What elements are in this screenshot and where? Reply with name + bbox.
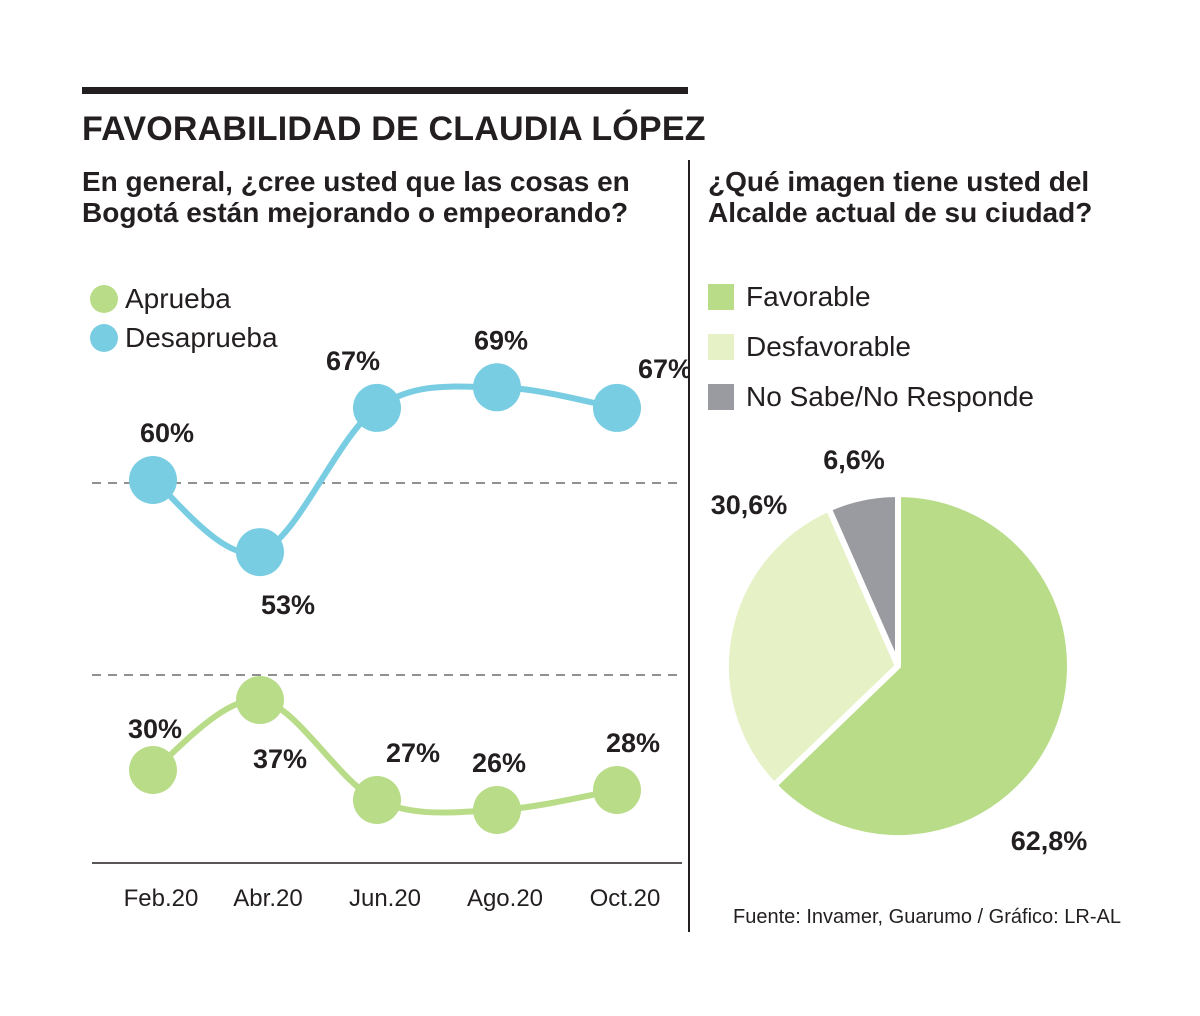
data-point-aprueba-1 [129, 746, 177, 794]
data-label-aprueba-1: 30% [128, 714, 182, 744]
legend-label-desaprueba: Desaprueba [125, 322, 278, 353]
legend-label-aprueba: Aprueba [125, 283, 231, 314]
data-point-desaprueba-2 [236, 528, 284, 577]
data-point-aprueba-4 [473, 786, 521, 834]
legend-label-no-sabe: No Sabe/No Responde [746, 381, 1034, 412]
aprueba-swatch-dot [90, 285, 118, 313]
section-divider [688, 160, 690, 932]
data-point-desaprueba-5 [593, 383, 641, 432]
x-tick-label-3: Jun.20 [349, 885, 421, 912]
chart-title: FAVORABILIDAD DE CLAUDIA LÓPEZ [82, 110, 706, 148]
legend-label-desfavorable: Desfavorable [746, 331, 911, 362]
data-label-aprueba-5: 28% [606, 728, 660, 758]
pie-chart: 62,8% 30,6% 6,6% [711, 445, 1088, 856]
line-chart: 30% 37% 27% 26% 28% 60% 53% 67% 69% 67% Feb.20 Abr… [92, 325, 690, 912]
pie-label-favorable: 62,8% [1011, 826, 1088, 856]
data-label-desaprueba-1: 60% [140, 418, 194, 448]
data-point-desaprueba-4 [473, 363, 521, 412]
favorable-swatch [708, 284, 734, 310]
data-point-desaprueba-1 [129, 456, 177, 504]
x-tick-label-5: Oct.20 [590, 885, 661, 912]
data-label-desaprueba-4: 69% [474, 325, 528, 355]
desaprueba-swatch-dot [90, 324, 118, 352]
legend-label-favorable: Favorable [746, 281, 871, 312]
data-label-aprueba-4: 26% [472, 748, 526, 778]
line-chart-question: En general, ¿cree usted que las cosas en… [82, 166, 630, 228]
data-point-aprueba-2 [236, 676, 284, 724]
pie-slice-no-sabe [825, 491, 901, 669]
data-label-desaprueba-3: 67% [326, 346, 380, 376]
x-tick-label-2: Abr.20 [233, 885, 302, 912]
data-point-desaprueba-3 [353, 383, 401, 432]
title-rule [82, 87, 688, 94]
data-label-desaprueba-2: 53% [261, 590, 315, 620]
data-point-aprueba-5 [593, 766, 641, 814]
x-tick-label-1: Feb.20 [124, 885, 199, 912]
desfavorable-swatch [708, 334, 734, 360]
no-sabe-swatch [708, 384, 734, 410]
pie-label-desfavorable: 30,6% [711, 490, 788, 520]
pie-label-no-sabe: 6,6% [823, 445, 885, 475]
data-point-aprueba-3 [353, 776, 401, 824]
pie-slice-desfavorable [723, 505, 901, 789]
pie-chart-question: ¿Qué imagen tiene usted del Alcalde actu… [708, 166, 1093, 228]
data-label-aprueba-2: 37% [253, 744, 307, 774]
data-label-aprueba-3: 27% [386, 738, 440, 768]
source-note: Fuente: Invamer, Guarumo / Gráfico: LR-A… [733, 906, 1121, 928]
data-label-desaprueba-5: 67% [638, 354, 690, 384]
x-tick-label-4: Ago.20 [467, 885, 543, 912]
pie-slice-favorable [771, 491, 1073, 841]
